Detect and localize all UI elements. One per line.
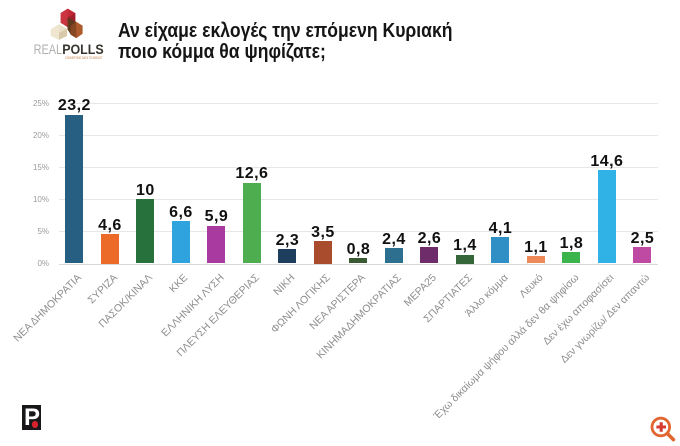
- svg-text:POLLS: POLLS: [62, 41, 103, 57]
- svg-text:REAL: REAL: [34, 41, 63, 57]
- svg-text:CONVERTING DATA TO INSIGHT: CONVERTING DATA TO INSIGHT: [65, 56, 103, 60]
